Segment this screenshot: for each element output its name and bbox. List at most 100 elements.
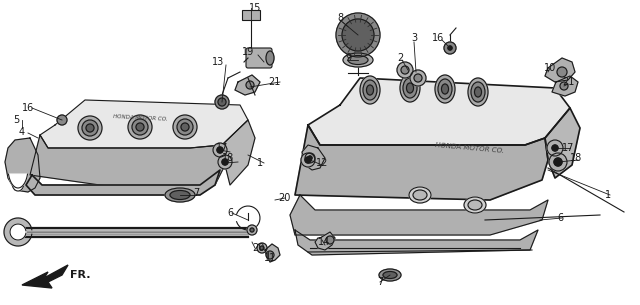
Circle shape [560, 82, 568, 90]
Ellipse shape [363, 80, 377, 100]
Circle shape [250, 228, 254, 232]
Circle shape [57, 115, 67, 125]
Polygon shape [40, 100, 248, 148]
Ellipse shape [343, 53, 373, 67]
Polygon shape [265, 244, 280, 262]
Circle shape [218, 98, 226, 106]
Polygon shape [4, 218, 32, 246]
Ellipse shape [170, 191, 190, 199]
Ellipse shape [471, 82, 485, 102]
Text: 17: 17 [216, 143, 228, 153]
Polygon shape [222, 120, 255, 185]
Polygon shape [235, 75, 260, 95]
Polygon shape [10, 224, 26, 240]
Circle shape [222, 159, 228, 165]
Text: HONDA MOTOR CO.: HONDA MOTOR CO. [113, 114, 168, 122]
Circle shape [552, 145, 558, 151]
FancyBboxPatch shape [246, 48, 272, 68]
Text: 9: 9 [345, 53, 351, 63]
Text: 12: 12 [316, 158, 328, 168]
Text: 20: 20 [278, 193, 290, 203]
Text: 5: 5 [13, 115, 19, 125]
Circle shape [554, 158, 562, 166]
Polygon shape [308, 78, 570, 145]
Ellipse shape [406, 83, 413, 93]
Text: 6: 6 [557, 213, 563, 223]
Text: 11: 11 [264, 253, 276, 263]
Circle shape [444, 42, 456, 54]
Circle shape [397, 62, 413, 78]
Ellipse shape [360, 76, 380, 104]
Polygon shape [13, 187, 23, 191]
Circle shape [414, 74, 422, 82]
Text: 15: 15 [249, 3, 261, 13]
Ellipse shape [468, 78, 488, 106]
Text: 7: 7 [193, 188, 199, 198]
Circle shape [213, 143, 227, 157]
Circle shape [132, 119, 148, 135]
Ellipse shape [464, 197, 486, 213]
Polygon shape [26, 170, 220, 195]
Circle shape [86, 124, 94, 132]
Circle shape [305, 157, 311, 163]
Polygon shape [22, 265, 68, 288]
Circle shape [336, 13, 380, 57]
Circle shape [246, 81, 254, 89]
Ellipse shape [266, 51, 274, 65]
Ellipse shape [400, 74, 420, 102]
Circle shape [128, 115, 152, 139]
Text: 19: 19 [242, 47, 254, 57]
Circle shape [218, 155, 232, 169]
Text: 3: 3 [411, 33, 417, 43]
Ellipse shape [379, 269, 401, 281]
Circle shape [326, 236, 334, 244]
Text: 1: 1 [605, 190, 611, 200]
Circle shape [247, 225, 257, 235]
Text: 16: 16 [432, 33, 444, 43]
Circle shape [547, 140, 563, 156]
Circle shape [401, 66, 409, 74]
Ellipse shape [383, 271, 397, 278]
Text: 14: 14 [318, 237, 330, 247]
Circle shape [301, 153, 315, 167]
Text: 7: 7 [377, 277, 383, 287]
Text: 16: 16 [22, 103, 34, 113]
Polygon shape [295, 125, 548, 200]
Text: 8: 8 [337, 13, 343, 23]
Text: 21: 21 [562, 77, 574, 87]
Text: FR.: FR. [70, 270, 90, 280]
Text: 21: 21 [268, 77, 280, 87]
Text: 18: 18 [570, 153, 582, 163]
Ellipse shape [438, 79, 452, 99]
Circle shape [181, 123, 189, 131]
Text: 13: 13 [212, 57, 224, 67]
Circle shape [260, 246, 264, 250]
Polygon shape [545, 108, 580, 178]
Circle shape [342, 19, 374, 51]
Polygon shape [302, 145, 325, 170]
Text: 10: 10 [544, 63, 556, 73]
Text: 2: 2 [397, 53, 403, 63]
Circle shape [173, 115, 197, 139]
Text: 6: 6 [227, 208, 233, 218]
Circle shape [215, 95, 229, 109]
Text: 1: 1 [257, 158, 263, 168]
Circle shape [305, 153, 315, 163]
Circle shape [549, 153, 567, 171]
Ellipse shape [474, 87, 481, 97]
Circle shape [78, 116, 102, 140]
Bar [242, 10, 260, 20]
Circle shape [136, 123, 144, 131]
Ellipse shape [403, 78, 417, 98]
Ellipse shape [367, 85, 374, 95]
Circle shape [266, 251, 274, 259]
Circle shape [448, 46, 452, 50]
Ellipse shape [442, 84, 449, 94]
Circle shape [410, 70, 426, 86]
Polygon shape [8, 174, 28, 188]
Polygon shape [5, 138, 40, 192]
Ellipse shape [409, 187, 431, 203]
Ellipse shape [435, 75, 455, 103]
Ellipse shape [468, 200, 482, 210]
Ellipse shape [348, 56, 368, 64]
